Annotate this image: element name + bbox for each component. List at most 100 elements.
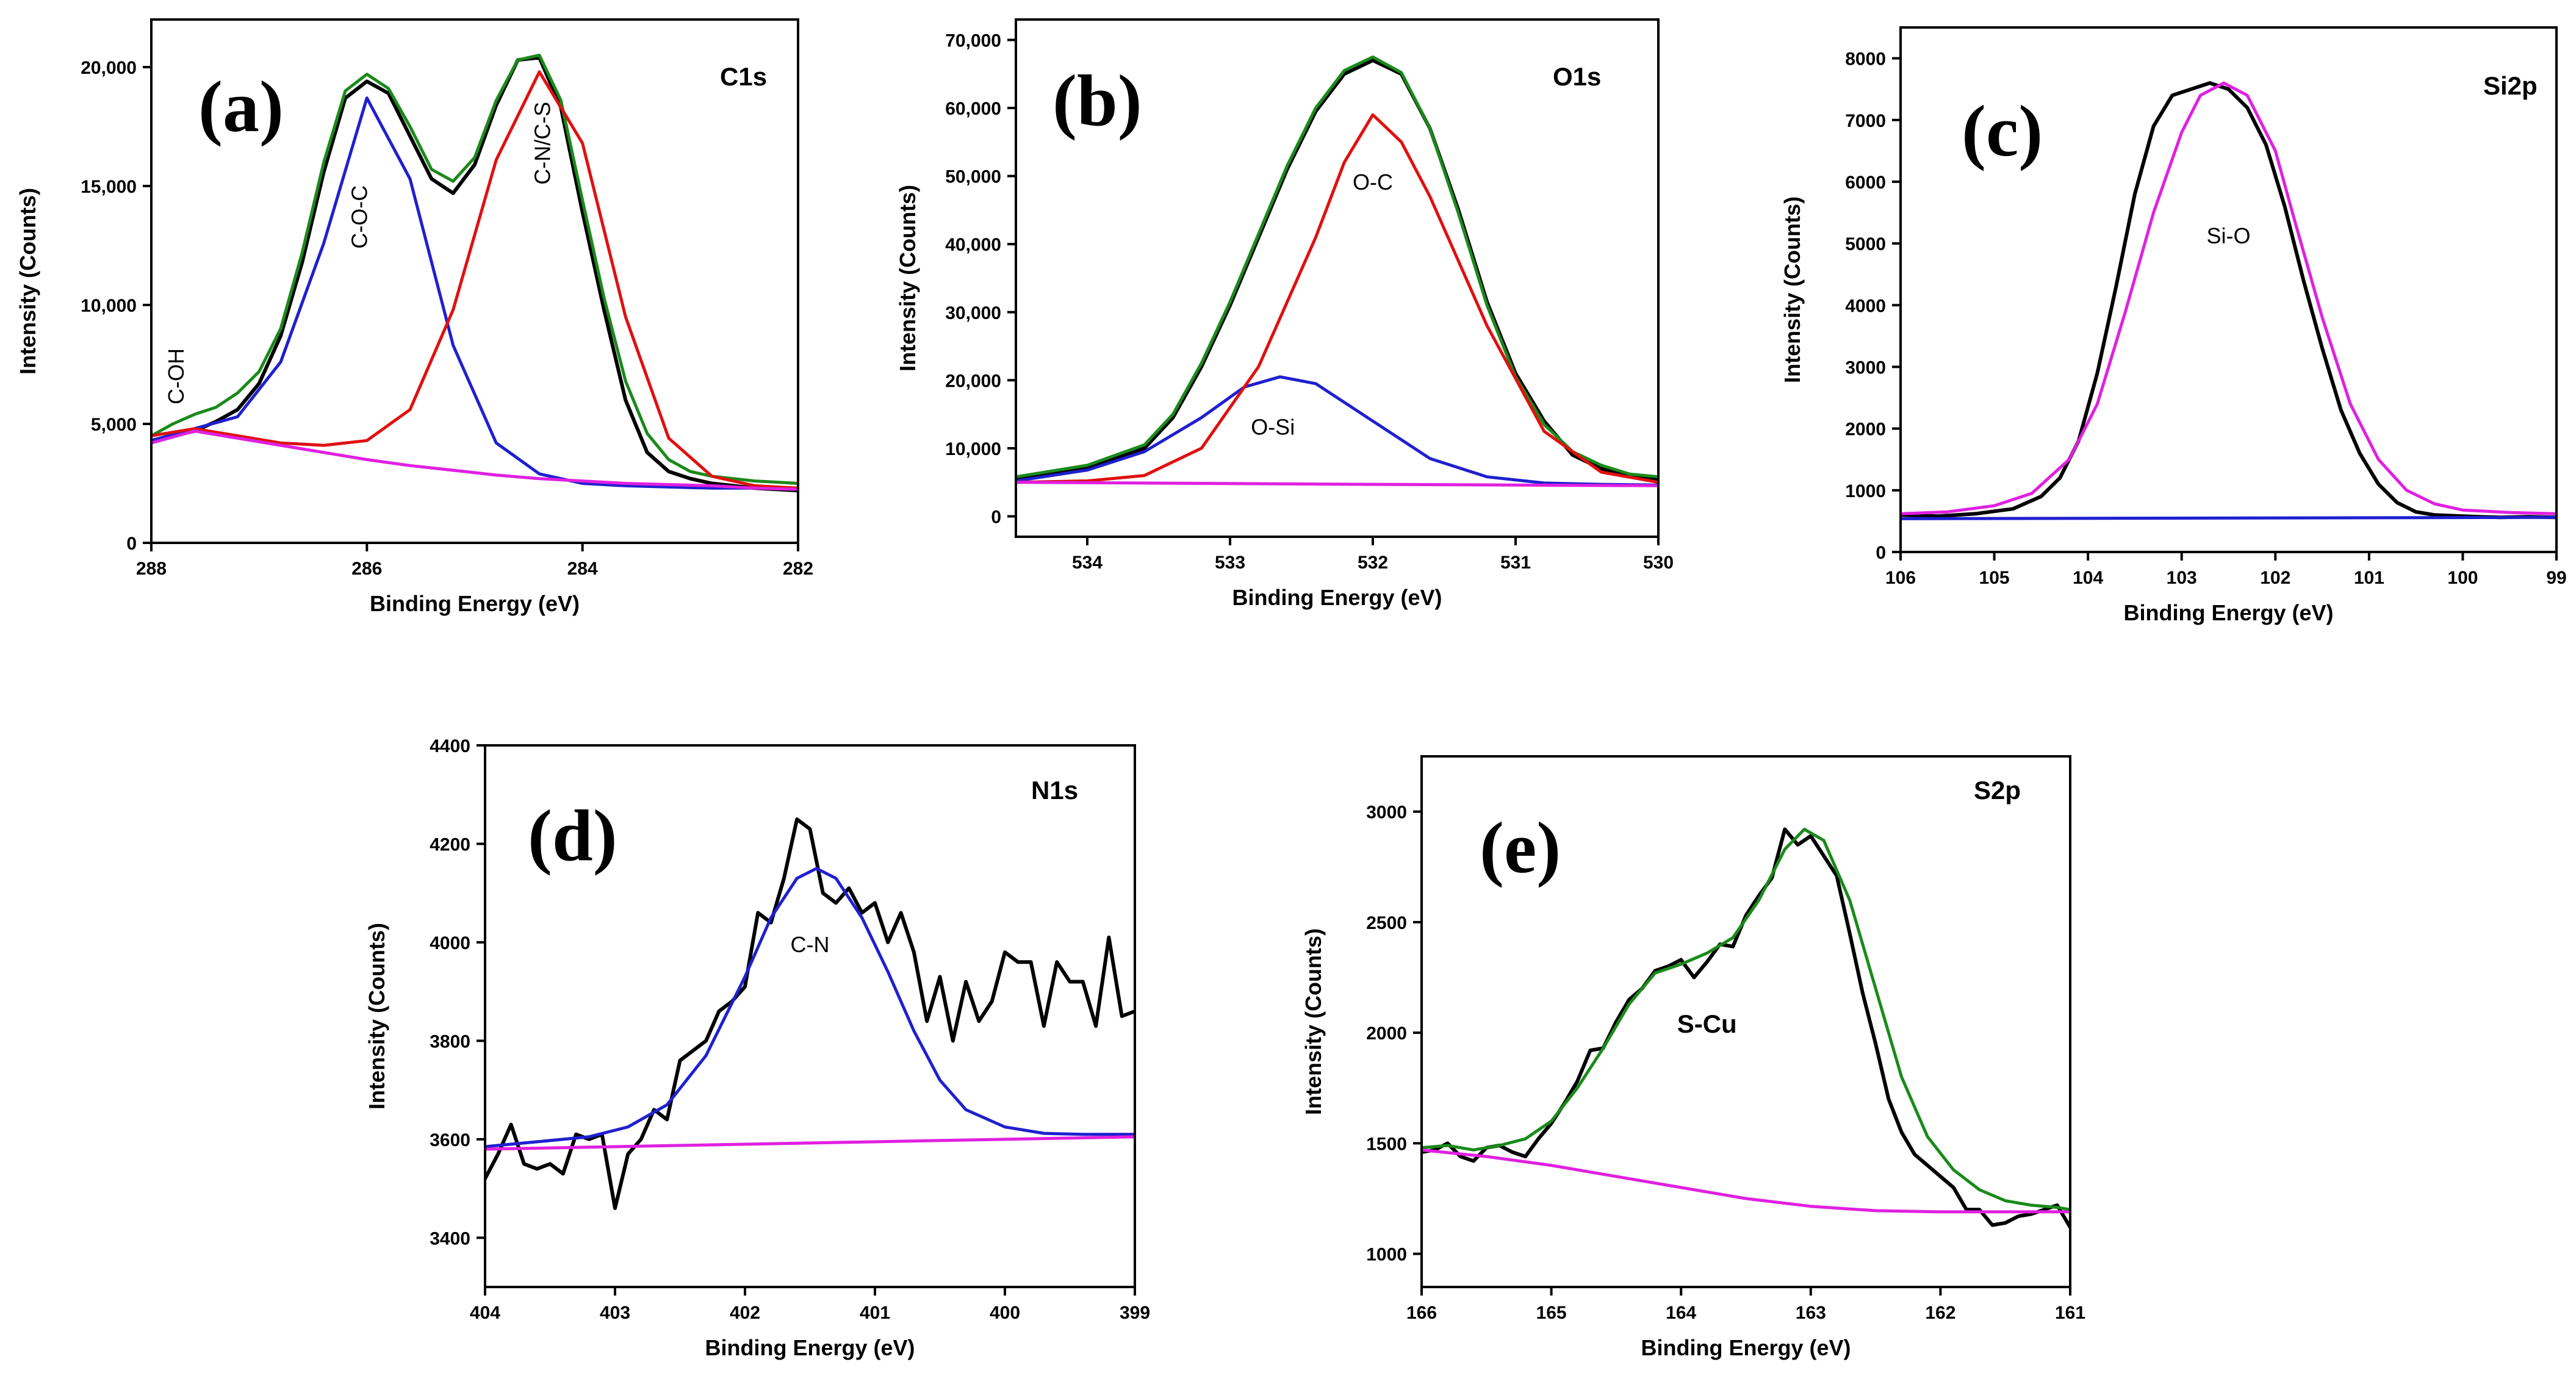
series-background bbox=[1016, 481, 1658, 487]
series-c-n-c-s bbox=[151, 70, 798, 490]
x-tick-label: 284 bbox=[567, 559, 598, 579]
panel-letter: (b) bbox=[1052, 60, 1142, 141]
y-axis-label: Intensity (Counts) bbox=[15, 188, 40, 375]
y-tick-label: 10,000 bbox=[81, 296, 137, 316]
y-tick-label: 1500 bbox=[1366, 1134, 1407, 1154]
x-tick-label: 288 bbox=[136, 559, 167, 579]
y-tick-label: 2500 bbox=[1366, 913, 1407, 933]
x-tick-label: 533 bbox=[1215, 553, 1245, 573]
y-tick-label: 3800 bbox=[430, 1031, 470, 1052]
x-axis-label: Binding Energy (eV) bbox=[370, 591, 580, 616]
y-tick-label: 0 bbox=[1876, 543, 1886, 563]
y-tick-label: 0 bbox=[991, 507, 1001, 528]
series-fit-envelope bbox=[1016, 55, 1658, 479]
series-c-n-fit bbox=[485, 867, 1135, 1149]
y-tick-label: 3000 bbox=[1366, 803, 1407, 823]
series-group bbox=[1422, 827, 2070, 1230]
y-tick-label: 7000 bbox=[1845, 111, 1886, 131]
series-raw bbox=[485, 817, 1135, 1210]
y-tick-label: 15,000 bbox=[81, 177, 137, 197]
peak-annotation: O-C bbox=[1353, 170, 1393, 195]
panel-letter: (a) bbox=[198, 66, 284, 147]
x-tick-label: 531 bbox=[1500, 553, 1531, 573]
y-tick-label: 5000 bbox=[1845, 234, 1886, 254]
series-group bbox=[485, 817, 1135, 1210]
y-axis-label: Intensity (Counts) bbox=[1301, 928, 1326, 1115]
y-tick-label: 50,000 bbox=[945, 167, 1001, 187]
x-tick-label: 399 bbox=[1120, 1303, 1150, 1323]
y-tick-label: 2000 bbox=[1366, 1023, 1407, 1044]
x-tick-label: 101 bbox=[2354, 568, 2384, 588]
panel-a: 288 286 284 282 0 5,000 10,000 15,000 20,000 Bind… bbox=[15, 18, 813, 616]
y-tick-label: 70,000 bbox=[945, 30, 1001, 51]
x-tick-label: 163 bbox=[1796, 1303, 1826, 1323]
series-raw bbox=[1901, 81, 2556, 520]
peak-annotation: C-OH bbox=[164, 348, 189, 404]
y-tick-label: 3400 bbox=[430, 1228, 470, 1249]
x-tick-label: 286 bbox=[351, 559, 382, 579]
plot-frame bbox=[1015, 18, 1660, 538]
x-tick-label: 162 bbox=[1925, 1303, 1955, 1323]
x-tick-label: 403 bbox=[600, 1303, 630, 1323]
panel-letter: (d) bbox=[528, 795, 617, 876]
series-o-c bbox=[1016, 113, 1658, 484]
x-tick-label: 404 bbox=[470, 1303, 500, 1323]
series-background bbox=[1901, 515, 2556, 520]
y-tick-label: 3600 bbox=[430, 1130, 470, 1150]
y-axis-label: Intensity (Counts) bbox=[364, 923, 389, 1110]
series-group bbox=[1901, 81, 2556, 520]
peak-annotation: C-N bbox=[791, 932, 830, 957]
series-raw bbox=[151, 56, 798, 493]
peak-annotation: C-O-C bbox=[347, 185, 372, 249]
y-tick-label: 20,000 bbox=[945, 371, 1001, 391]
series-background bbox=[1422, 1148, 2070, 1214]
panel-title: Si2p bbox=[2483, 71, 2538, 100]
plot-frame bbox=[484, 744, 1136, 1288]
peak-annotation: Si-O bbox=[2207, 223, 2251, 248]
x-tick-label: 161 bbox=[2055, 1303, 2085, 1323]
x-tick-label: 401 bbox=[860, 1303, 890, 1323]
y-axis-label: Intensity (Counts) bbox=[895, 185, 920, 371]
x-tick-label: 532 bbox=[1358, 553, 1388, 573]
series-s-cu-fit bbox=[1422, 828, 2070, 1211]
series-si-o-fit bbox=[1901, 81, 2556, 515]
panel-d: 404 403 402 401 400 399 3400 3600 3800 4000 4200 44… bbox=[364, 736, 1150, 1360]
y-tick-label: 30,000 bbox=[945, 303, 1001, 323]
series-background bbox=[151, 429, 798, 491]
peak-annotation: O-Si bbox=[1251, 415, 1295, 440]
peak-annotation: S-Cu bbox=[1677, 1009, 1737, 1038]
x-tick-label: 103 bbox=[2167, 568, 2197, 588]
x-tick-label: 99 bbox=[2546, 568, 2566, 588]
plot-frame bbox=[1420, 755, 2071, 1288]
y-tick-label: 40,000 bbox=[945, 235, 1001, 255]
x-tick-label: 102 bbox=[2260, 568, 2290, 588]
y-tick-label: 60,000 bbox=[945, 99, 1001, 119]
x-tick-label: 166 bbox=[1406, 1303, 1437, 1323]
x-tick-label: 100 bbox=[2447, 568, 2478, 588]
plot-frame bbox=[1899, 26, 2558, 553]
x-axis-label: Binding Energy (eV) bbox=[705, 1335, 915, 1360]
series-c-oh bbox=[151, 96, 798, 490]
x-tick-label: 165 bbox=[1536, 1303, 1567, 1323]
x-tick-label: 164 bbox=[1666, 1303, 1696, 1323]
panel-title: C1s bbox=[720, 62, 767, 91]
x-tick-label: 534 bbox=[1072, 553, 1103, 573]
x-tick-label: 106 bbox=[1885, 568, 1916, 588]
y-axis-label: Intensity (Counts) bbox=[1780, 196, 1805, 383]
panel-title: N1s bbox=[1031, 776, 1078, 805]
series-group bbox=[1016, 55, 1658, 487]
y-tick-label: 4000 bbox=[430, 933, 470, 953]
x-tick-label: 282 bbox=[783, 559, 813, 579]
x-tick-label: 105 bbox=[1979, 568, 2010, 588]
series-o-si bbox=[1016, 375, 1658, 487]
y-tick-label: 4400 bbox=[430, 736, 470, 756]
panel-letter: (c) bbox=[1962, 90, 2043, 171]
y-tick-label: 6000 bbox=[1845, 173, 1886, 193]
y-tick-label: 10,000 bbox=[945, 439, 1001, 459]
y-tick-label: 0 bbox=[126, 534, 137, 554]
y-tick-label: 1000 bbox=[1366, 1245, 1407, 1265]
x-axis-label: Binding Energy (eV) bbox=[1641, 1335, 1851, 1360]
panel-e: 166 165 164 163 162 161 1000 1500 2000 2500 3000 Bi… bbox=[1301, 755, 2085, 1360]
series-background bbox=[485, 1135, 1135, 1151]
